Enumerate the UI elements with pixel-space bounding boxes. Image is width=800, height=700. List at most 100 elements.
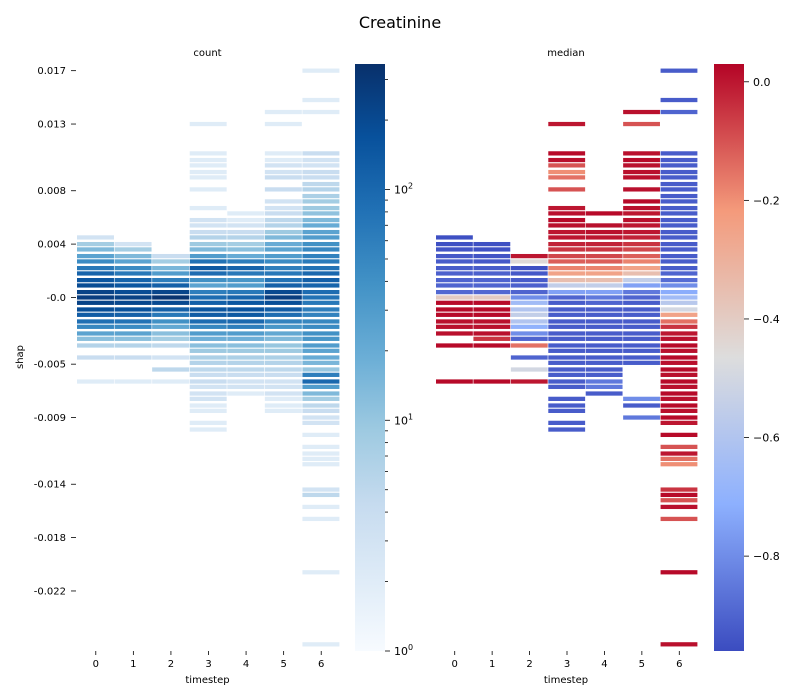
heatmap-cell xyxy=(585,324,623,329)
heatmap-cell xyxy=(189,324,227,329)
heatmap-cell xyxy=(152,312,190,317)
heatmap-cell xyxy=(623,187,660,192)
heatmap-cell xyxy=(510,355,548,360)
heatmap-cell xyxy=(623,396,660,401)
heatmap-cell xyxy=(473,253,511,259)
heatmap-cell xyxy=(623,265,660,271)
heatmap-cell xyxy=(623,283,660,288)
heatmap-cell xyxy=(227,367,265,372)
heatmap-cell xyxy=(264,175,302,180)
heatmap-cell xyxy=(473,295,511,300)
heatmap-cell xyxy=(660,259,698,264)
heatmap-cell xyxy=(227,217,265,223)
heatmap-cell xyxy=(473,331,511,336)
heatmap-cell xyxy=(227,290,265,295)
heatmap-cell xyxy=(114,295,152,300)
heatmap-cell xyxy=(302,97,340,103)
heatmap-cell xyxy=(660,462,698,467)
heatmap-cell xyxy=(302,336,340,341)
heatmap-cell xyxy=(548,211,586,216)
heatmap-cell xyxy=(510,259,548,264)
heatmap-cell xyxy=(623,403,660,408)
heatmap-cell xyxy=(264,235,302,240)
heatmap-cell xyxy=(114,253,152,259)
heatmap-cell xyxy=(548,151,586,156)
heatmap-cell xyxy=(660,348,698,353)
heatmap-cell xyxy=(264,265,302,271)
heatmap-cell xyxy=(189,241,227,247)
heatmap-cell xyxy=(473,379,511,384)
heatmap-cell xyxy=(227,312,265,317)
heatmap-cell xyxy=(302,68,340,73)
heatmap-cell xyxy=(264,391,302,396)
heatmap-cell xyxy=(152,283,190,288)
heatmap-cell xyxy=(548,336,586,341)
heatmap-cell xyxy=(77,278,114,283)
heatmap-cell xyxy=(660,247,698,252)
heatmap-cell xyxy=(660,278,698,283)
heatmap-cell xyxy=(623,253,660,259)
heatmap-cell xyxy=(77,265,114,271)
heatmap-cell xyxy=(302,157,340,163)
heatmap-cell xyxy=(585,271,623,276)
heatmap-cell xyxy=(189,235,227,240)
colorbar-tick-label: 101 xyxy=(394,412,413,427)
heatmap-cell xyxy=(548,223,586,228)
heatmap-cell xyxy=(189,175,227,180)
heatmap-cell xyxy=(585,384,623,389)
heatmap-cell xyxy=(302,217,340,223)
heatmap-cell xyxy=(660,444,698,450)
heatmap-cell xyxy=(660,181,698,187)
heatmap-cell xyxy=(623,331,660,336)
x-tick-label: 5 xyxy=(280,659,286,670)
heatmap-cell xyxy=(189,253,227,259)
heatmap-cell xyxy=(302,642,340,647)
heatmap-cell xyxy=(623,415,660,420)
heatmap-cell xyxy=(473,336,511,341)
heatmap-cell xyxy=(436,247,473,252)
heatmap-cell xyxy=(660,367,698,372)
heatmap-cell xyxy=(77,295,114,300)
heatmap-cell xyxy=(585,295,623,300)
heatmap-cell xyxy=(548,367,586,372)
heatmap-cell xyxy=(264,343,302,348)
heatmap-cell xyxy=(585,211,623,216)
heatmap-cell xyxy=(264,355,302,360)
heatmap-cell xyxy=(302,290,340,295)
heatmap-cell xyxy=(660,432,698,437)
count-cells xyxy=(77,68,340,647)
heatmap-cell xyxy=(302,348,340,353)
colorbar-tick-label: 0.0 xyxy=(753,76,771,89)
heatmap-cell xyxy=(660,516,698,522)
heatmap-cell xyxy=(585,355,623,360)
heatmap-cell xyxy=(660,109,698,115)
heatmap-cell xyxy=(548,420,586,425)
heatmap-cell xyxy=(660,642,698,647)
heatmap-cell xyxy=(302,456,340,462)
heatmap-cell xyxy=(77,324,114,329)
heatmap-cell xyxy=(264,211,302,216)
heatmap-cell xyxy=(302,391,340,396)
heatmap-cell xyxy=(189,331,227,336)
heatmap-cell xyxy=(623,319,660,324)
heatmap-cell xyxy=(623,175,660,180)
heatmap-cell xyxy=(660,235,698,240)
heatmap-cell xyxy=(189,229,227,235)
heatmap-cell xyxy=(436,265,473,271)
heatmap-cell xyxy=(623,343,660,348)
heatmap-cell xyxy=(548,271,586,276)
heatmap-cell xyxy=(227,391,265,396)
heatmap-cell xyxy=(152,307,190,312)
heatmap-cell xyxy=(302,151,340,156)
heatmap-cell xyxy=(510,324,548,329)
heatmap-cell xyxy=(152,253,190,259)
heatmap-cell xyxy=(264,300,302,305)
heatmap-cell xyxy=(548,205,586,211)
heatmap-cell xyxy=(548,300,586,305)
heatmap-cell xyxy=(264,217,302,223)
heatmap-cell xyxy=(436,379,473,384)
heatmap-cell xyxy=(660,307,698,312)
y-tick-label: -0.014 xyxy=(34,480,66,491)
heatmap-cell xyxy=(302,169,340,175)
heatmap-cell xyxy=(227,278,265,283)
